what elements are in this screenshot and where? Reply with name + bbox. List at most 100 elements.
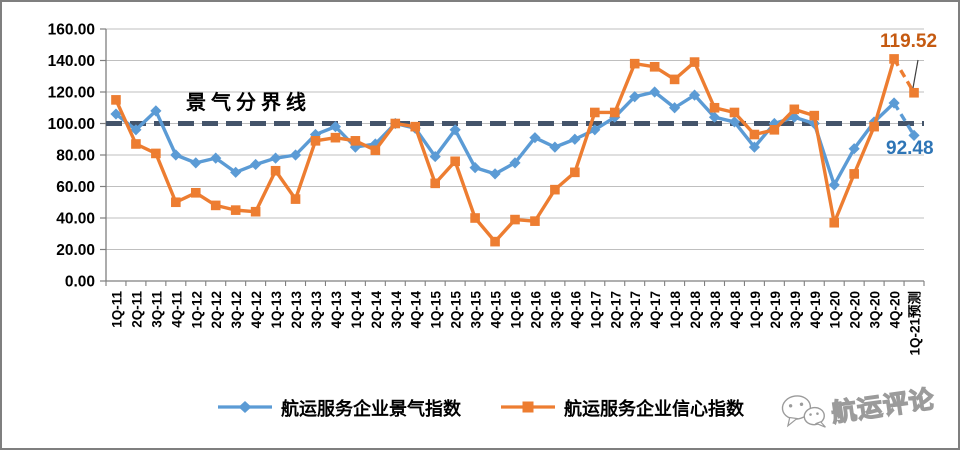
legend: 航运服务企业景气指数 航运服务企业信心指数 [2,395,958,421]
x-axis-label: 4Q-20 [888,291,903,329]
confidence-point [270,165,281,176]
confidence-point [809,110,820,121]
prosperity-point [230,166,242,178]
confidence-point [390,118,401,129]
x-axis-label: 2Q-11 [129,291,144,328]
confidence-point [709,102,720,113]
confidence-point [330,132,341,143]
x-axis-label: 2Q-17 [608,291,623,329]
confidence-point [210,200,221,211]
y-axis-label: 120.00 [48,85,95,102]
x-axis-label: 1Q-19 [748,291,763,329]
confidence-point [230,205,241,215]
x-axis-label: 2Q-13 [289,291,304,329]
prosperity-point [210,152,222,164]
x-axis-label: 1Q-11 [109,291,124,328]
confidence-point [530,216,540,226]
boundary-line-label: 景气分界线 [186,92,311,114]
prosperity-point [649,86,661,98]
x-axis-label: 1Q-12 [189,291,204,329]
x-axis-label: 3Q-12 [229,291,244,329]
prosperity-point [489,168,501,180]
x-axis-label: 4Q-16 [568,291,583,329]
x-axis-label: 2Q-20 [848,291,863,329]
confidence-line [114,57,896,244]
x-axis-label: 2Q-18 [688,291,703,329]
confidence-point [510,214,520,225]
prosperity-point [768,117,780,130]
confidence-point [749,129,760,140]
x-axis-label: 3Q-16 [548,291,563,329]
x-axis-label: 2Q-19 [768,291,783,329]
y-axis-label: 80.00 [56,148,95,165]
y-axis-label: 0.00 [65,274,95,291]
confidence-point [629,58,640,69]
x-axis-label: 3Q-20 [868,291,883,329]
y-axis-label: 100.00 [48,116,95,133]
confidence-point [250,206,261,217]
prosperity-point [469,162,481,174]
prosperity-point [828,179,840,191]
y-axis-label: 60.00 [56,179,95,196]
prosperity-point [429,150,441,163]
confidence-point [370,145,381,156]
confidence-point [171,197,181,208]
confidence-point [570,167,580,178]
y-axis-label: 140.00 [48,53,95,70]
prosperity-point [908,129,920,141]
y-axis-label: 40.00 [56,211,95,228]
x-axis-label: 1Q-16 [509,291,524,329]
x-axis-label: 4Q-14 [409,291,424,329]
confidence-point [550,184,560,195]
prosperity-point [708,111,721,123]
confidence-point [649,62,660,72]
confidence-point [151,148,161,159]
x-axis-label: 4Q-12 [249,291,264,329]
prosperity-point [329,121,342,133]
annotation-leader-line [912,59,919,89]
prosperity-point [170,149,182,161]
wechat-icon [777,389,829,442]
confidence-point [789,104,800,115]
legend-label-prosperity: 航运服务企业景气指数 [281,399,461,419]
prosperity-point [569,133,581,145]
confidence-point [290,194,301,204]
prosperity-forecast-value: 92.48 [886,138,934,159]
prosperity-point [289,149,302,161]
confidence-forecast-value: 119.52 [880,31,938,52]
x-axis-label: 1Q-13 [269,291,284,329]
prosperity-point [250,158,262,171]
x-axis-label: 1Q-20 [828,291,843,329]
confidence-point [689,57,700,67]
confidence-point [829,217,840,228]
x-axis-label: 3Q-11 [149,291,164,328]
x-axis-label: 1Q-21预测 [907,291,923,356]
confidence-point [869,121,879,132]
x-axis-label: 4Q-18 [728,291,743,329]
prosperity-point [848,143,860,155]
prosperity-point [190,157,202,169]
confidence-point [111,95,121,105]
confidence-series-marker [499,398,557,419]
prosperity-point [688,89,701,101]
prosperity-point [110,108,122,120]
prosperity-point [529,132,541,144]
prosperity-point [509,157,521,169]
x-axis-label: 1Q-14 [349,291,364,329]
confidence-point [669,74,680,85]
confidence-point [769,125,780,135]
x-axis-label: 4Q-15 [489,291,504,329]
x-axis-label: 4Q-17 [648,291,663,329]
x-axis-label: 2Q-14 [369,291,384,329]
prosperity-point [269,152,282,164]
confidence-point [490,236,500,247]
watermark: 航运评论 [777,373,937,441]
x-axis-label: 2Q-15 [449,291,464,329]
prosperity-point [629,91,641,103]
confidence-point [609,107,620,118]
x-axis-label: 3Q-17 [628,291,643,329]
prosperity-point [130,124,142,136]
confidence-point [450,156,460,167]
legend-item-confidence: 航运服务企业信心指数 [499,395,744,421]
